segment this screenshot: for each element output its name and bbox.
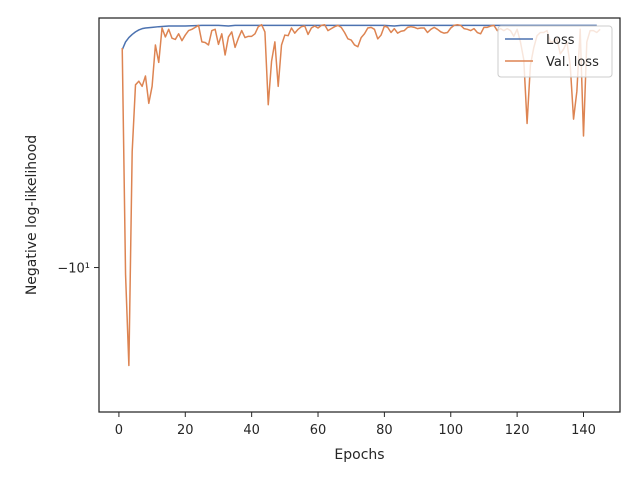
legend-label: Val. loss [546, 55, 599, 70]
legend-label: Loss [546, 33, 575, 48]
x-tick-label: 140 [571, 423, 596, 438]
x-tick-label: 0 [115, 423, 123, 438]
x-tick-label: 80 [376, 423, 393, 438]
x-tick-label: 100 [438, 423, 463, 438]
series-line-loss [121, 24, 597, 51]
plot-frame [98, 17, 621, 413]
y-axis: −10¹ [57, 262, 99, 277]
x-tick-label: 120 [505, 423, 530, 438]
legend: Loss Val. loss [497, 25, 613, 78]
x-axis-label: Epochs [334, 447, 384, 463]
y-axis-label: Negative log-likelihood [24, 135, 40, 295]
x-tick-label: 20 [177, 423, 194, 438]
x-tick-label: 60 [310, 423, 327, 438]
x-axis: 0 20 40 60 80 100 120 140 [115, 412, 596, 438]
y-tick-label: −10¹ [57, 262, 90, 277]
x-tick-label: 40 [243, 423, 260, 438]
